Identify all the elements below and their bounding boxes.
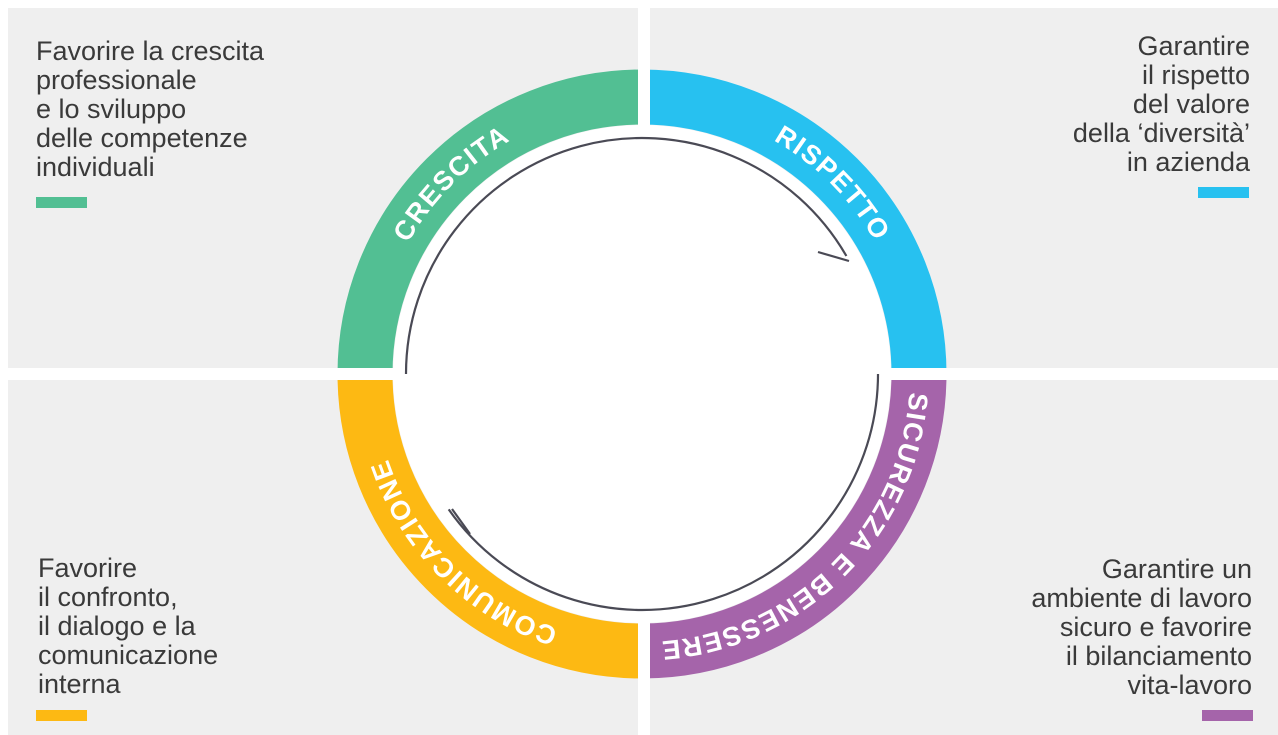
color-bar xyxy=(36,710,87,721)
description-line: Garantire un xyxy=(1102,554,1252,584)
inner-circle xyxy=(393,125,891,623)
description-line: comunicazione xyxy=(38,640,218,670)
color-bar xyxy=(36,197,87,208)
description-line: vita-lavoro xyxy=(1127,670,1252,700)
description-line: individuali xyxy=(36,152,155,182)
description-line: sicuro e favorire xyxy=(1060,612,1252,642)
ring-segment xyxy=(337,373,643,679)
ring-segment xyxy=(337,69,643,375)
ring xyxy=(337,69,947,679)
description-line: interna xyxy=(38,669,122,699)
description-line: Favorire la crescita xyxy=(36,36,265,66)
arrow-head xyxy=(451,508,471,535)
arrow-arc xyxy=(404,136,848,375)
cycle-arrows xyxy=(404,136,880,612)
description-line: delle competenze xyxy=(36,123,248,153)
ring-segment xyxy=(641,373,947,679)
ring-segment xyxy=(641,69,947,375)
description-line: del valore xyxy=(1133,89,1250,119)
description-line: il confronto, xyxy=(38,582,178,612)
description-line: professionale xyxy=(36,65,197,95)
color-bar xyxy=(1202,710,1253,721)
description-line: il bilanciamento xyxy=(1066,641,1252,671)
description-line: ambiente di lavoro xyxy=(1031,583,1252,613)
arrow-arc xyxy=(447,373,880,612)
description-line: e lo sviluppo xyxy=(36,94,186,124)
color-bar xyxy=(1198,187,1249,198)
description-line: in azienda xyxy=(1127,147,1251,177)
arrow-head xyxy=(817,250,850,263)
description-line: Favorire xyxy=(38,553,137,583)
description-line: della ‘diversità’ xyxy=(1073,118,1250,148)
description-line: il rispetto xyxy=(1142,60,1250,90)
description-line: il dialogo e la xyxy=(38,611,197,641)
description-line: Garantire xyxy=(1137,31,1250,61)
